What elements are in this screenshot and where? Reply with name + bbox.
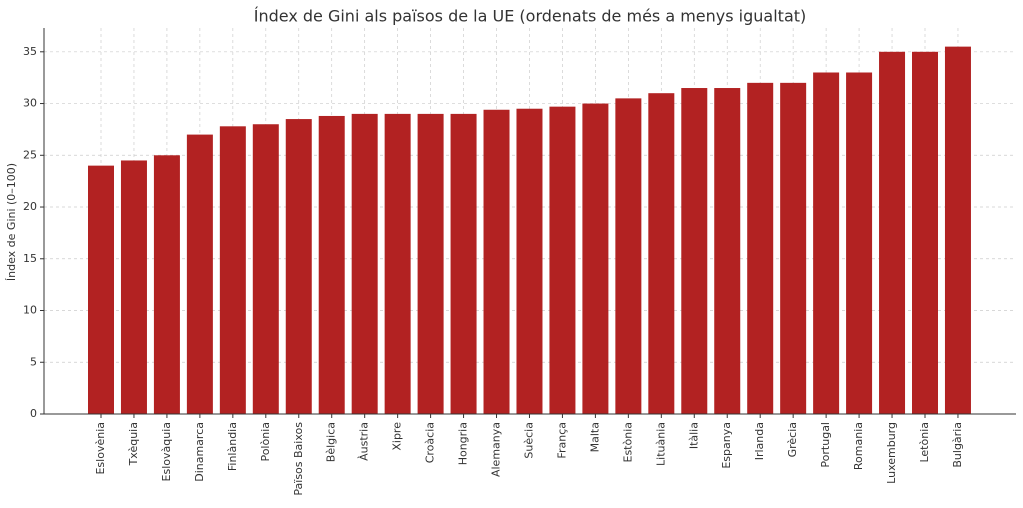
chart-title: Índex de Gini als països de la UE (orden… [254,7,807,26]
bar [615,98,642,415]
bar [747,82,774,415]
y-tick-label: 30 [23,97,37,110]
x-tick-label: Croàcia [424,422,437,463]
x-tick-label: Malta [588,422,601,452]
x-tick-label: Polònia [259,422,272,462]
x-tick-label: Letònia [918,422,931,463]
bar [549,106,576,414]
bar [285,119,312,415]
y-axis-label: Índex de Gini (0–100) [5,163,18,281]
bar [714,88,741,414]
x-tick-label: Romania [852,422,865,470]
x-tick-label: Grècia [786,422,799,457]
x-tick-label: Hongria [457,422,470,465]
x-tick-label: Irlanda [753,422,766,460]
bar [351,113,378,414]
bar [846,72,873,414]
y-tick-label: 10 [23,304,37,317]
x-tick-label: Luxemburg [885,422,898,484]
y-tick-label: 15 [23,252,37,265]
bar [912,51,938,415]
bar [879,51,906,415]
bar [88,165,114,414]
x-tick-label: Eslovènia [94,422,107,475]
x-tick-label: Bèlgica [325,422,338,462]
x-tick-label: Xipre [391,422,404,451]
y-tick-label: 20 [23,200,37,213]
x-tick-label: Bulgària [951,422,964,468]
x-tick-label: Finlàndia [226,422,239,471]
x-tick-label: Dinamarca [193,422,206,482]
x-tick-label: Suècia [522,422,535,459]
bar [813,72,840,414]
bar [153,155,180,414]
y-tick-label: 35 [23,45,37,58]
bar [186,134,213,414]
x-tick-label: Espanya [720,422,733,469]
bar [483,109,510,414]
bar [516,108,543,414]
y-tick-label: 25 [23,148,37,161]
bar [780,82,807,415]
bar [450,113,477,414]
x-tick-label: Àustria [358,422,371,461]
x-tick-label: Països Baixos [292,422,305,496]
bar [252,124,279,415]
x-tick-label: França [555,422,568,459]
x-tick-label: Alemanya [490,422,503,477]
x-tick-label: Itàlia [687,422,700,449]
y-tick-label: 5 [30,355,37,368]
bar [681,88,708,414]
x-tick-label: Estònia [621,422,634,463]
bar [120,160,147,414]
x-tick-label: Lituània [654,422,667,466]
bar [219,126,246,415]
bar [318,115,345,414]
bar [384,113,411,414]
x-tick-label: Portugal [819,422,832,468]
bar [648,93,675,414]
x-tick-label: Txèquia [127,422,140,466]
bar [944,46,971,414]
x-tick-label: Eslovàquia [160,422,173,481]
bar [582,103,609,414]
y-tick-label: 0 [30,407,37,420]
bar [417,113,444,414]
